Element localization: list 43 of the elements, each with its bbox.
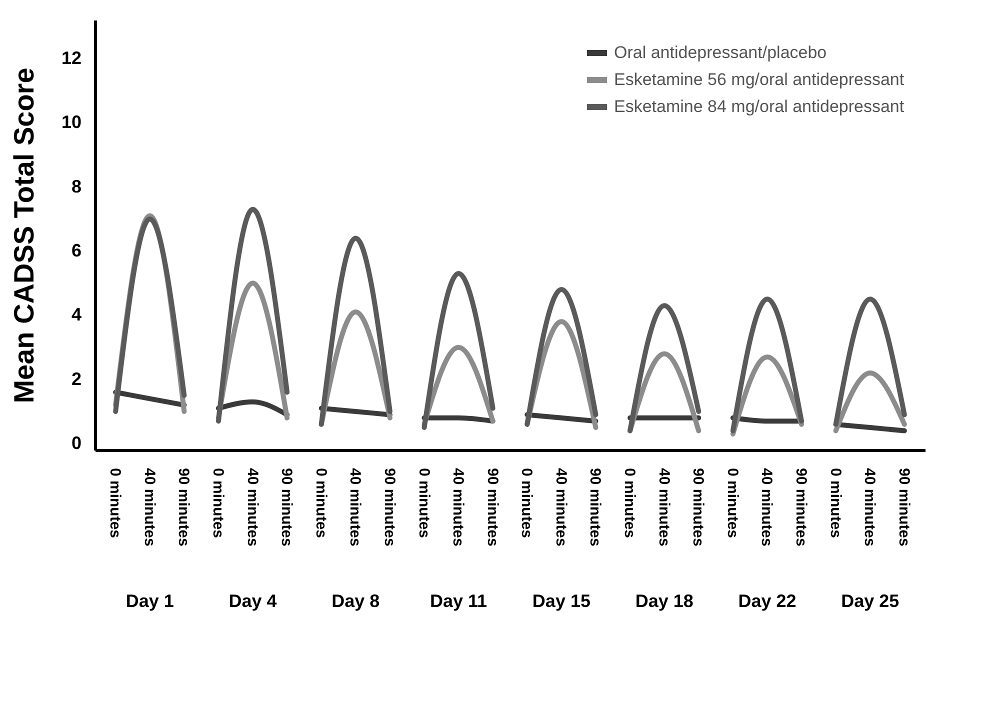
y-tick-label: 8 [71,176,82,196]
y-tick-label: 12 [61,48,82,68]
x-tick-label: 90 minutes [175,468,192,546]
text: Day 11 [430,591,488,611]
x-tick-label: 90 minutes [484,468,501,546]
text: Day 25 [841,591,900,611]
y-tick-label: 4 [71,304,82,325]
y-tick-label: 10 [61,112,82,132]
x-tick-label: 40 minutes [758,468,776,546]
x-tick-label: 90 minutes [586,468,604,546]
x-tick-label: 0 minutes [106,468,124,538]
y-tick-label: 0 [71,433,82,454]
text: Day 15 [532,591,590,611]
y-axis-title: Mean CADSS Total Score [8,68,40,404]
x-tick-label: 90 minutes [792,468,810,546]
y-tick-label: 6 [71,240,82,261]
text: Day 1 [126,591,174,611]
legend-label: Oral antidepressant/placebo [614,43,827,62]
x-tick-label: 40 minutes [140,468,158,546]
text: Day 22 [738,591,796,611]
x-tick-label: 0 minutes [312,468,330,538]
x-tick-label: 90 minutes [278,468,296,546]
legend-label: Esketamine 84 mg/oral antidepressant [614,97,904,116]
x-tick-label: 90 minutes [380,468,398,546]
legend-label: Esketamine 56 mg/oral antidepressant [614,70,904,89]
x-tick-label: 0 minutes [415,468,432,538]
x-tick-label: 0 minutes [518,468,536,538]
x-tick-label: 90 minutes [895,468,912,546]
x-tick-label: 40 minutes [346,468,364,546]
x-tick-label: 40 minutes [552,468,570,546]
x-tick-label: 40 minutes [244,468,261,546]
x-tick-label: 40 minutes [655,468,672,546]
text: Day 4 [228,591,277,611]
x-tick-label: 40 minutes [450,468,467,546]
text: Day 18 [635,591,694,611]
x-tick-label: 0 minutes [621,468,638,538]
x-tick-label: 40 minutes [861,468,878,546]
x-tick-label: 90 minutes [690,468,707,546]
x-tick-label: 0 minutes [209,468,226,538]
y-tick-label: 2 [71,368,82,389]
text: Day 8 [332,591,380,611]
x-tick-label: 0 minutes [724,468,741,538]
x-tick-label: 0 minutes [826,468,844,538]
